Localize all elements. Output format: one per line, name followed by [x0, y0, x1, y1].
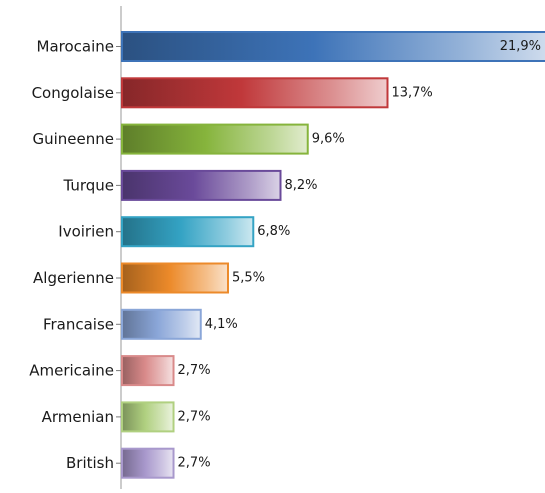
- bar-francaise: [121, 308, 202, 340]
- value-label: 21,9%: [500, 39, 541, 54]
- bar-americaine: [121, 355, 175, 387]
- bar-congolaise: [121, 77, 389, 109]
- value-label: 2,7%: [178, 363, 211, 378]
- value-label: 9,6%: [312, 132, 345, 147]
- value-label: 6,8%: [257, 224, 290, 239]
- bar-armenian: [121, 401, 175, 433]
- bar-british: [121, 447, 175, 479]
- category-label: Armenian: [42, 408, 114, 426]
- category-label: Turque: [62, 176, 114, 194]
- bar-ivoirien: [121, 216, 255, 248]
- bar-algerienne: [121, 262, 229, 294]
- category-label: British: [66, 454, 114, 472]
- category-label: Guineenne: [32, 130, 114, 148]
- category-label: Ivoirien: [58, 223, 114, 241]
- value-label: 13,7%: [391, 85, 432, 100]
- category-label: Marocaine: [37, 38, 115, 56]
- category-label: Americaine: [29, 362, 114, 380]
- value-label: 5,5%: [232, 271, 265, 286]
- category-label: Congolaise: [32, 84, 114, 102]
- value-label: 4,1%: [205, 317, 238, 332]
- bar-turque: [121, 169, 282, 201]
- value-label: 8,2%: [285, 178, 318, 193]
- bar-guineenne: [121, 123, 309, 155]
- value-label: 2,7%: [178, 456, 211, 471]
- value-label: 2,7%: [178, 409, 211, 424]
- category-label: Francaise: [43, 315, 114, 333]
- category-label: Algerienne: [33, 269, 114, 287]
- bar-marocaine: [121, 31, 545, 62]
